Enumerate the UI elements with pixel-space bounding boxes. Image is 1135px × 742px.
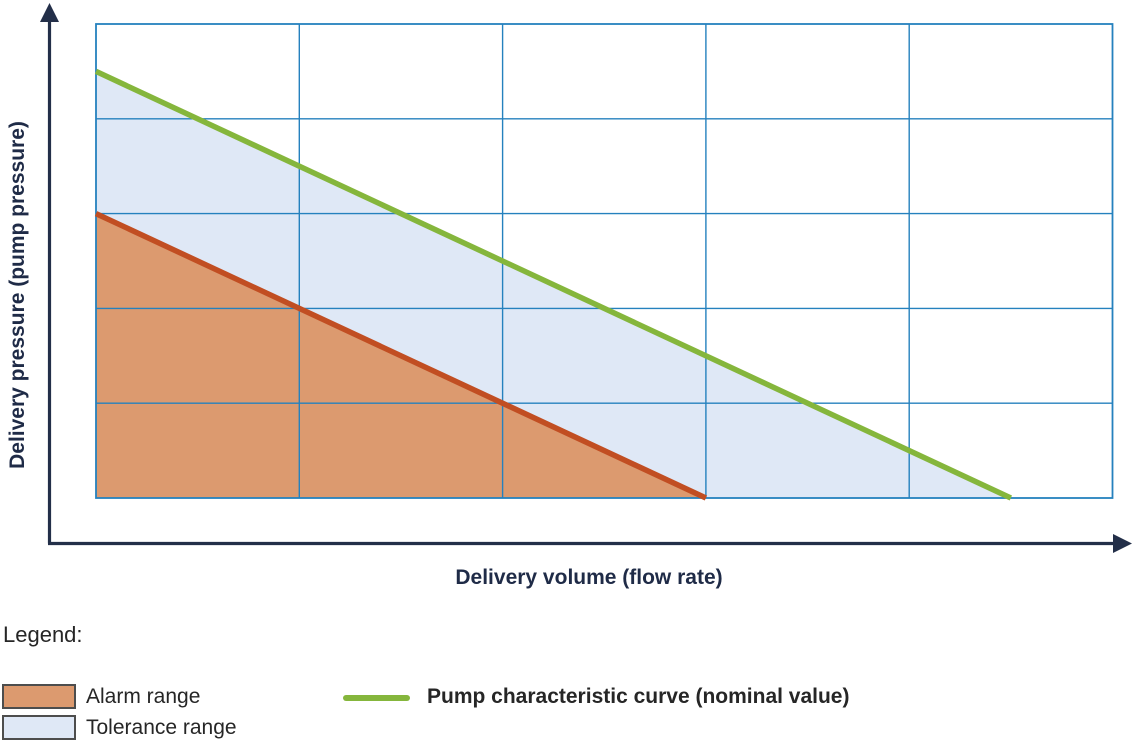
alarm-range-label: Alarm range [86, 685, 201, 708]
plot-area [94, 23, 1114, 501]
x-axis-label: Delivery volume (flow rate) [455, 566, 723, 589]
x-axis [48, 534, 1132, 553]
tolerance-range-label: Tolerance range [86, 716, 237, 739]
alarm-range-swatch [2, 684, 76, 709]
nominal-curve-label: Pump characteristic curve (nominal value… [427, 685, 850, 708]
y-axis-arrowhead-icon [40, 3, 59, 22]
legend-title: Legend: [3, 622, 83, 647]
x-axis-arrowhead-icon [1113, 534, 1132, 553]
nominal-curve-line [94, 68, 1013, 501]
y-axis [40, 3, 59, 544]
alarm-boundary-line [94, 211, 708, 501]
plot-border [95, 23, 1114, 499]
y-axis-label: Delivery pressure (pump pressure) [6, 121, 29, 469]
nominal-curve-swatch [343, 695, 410, 701]
tolerance-range-swatch [2, 715, 76, 740]
